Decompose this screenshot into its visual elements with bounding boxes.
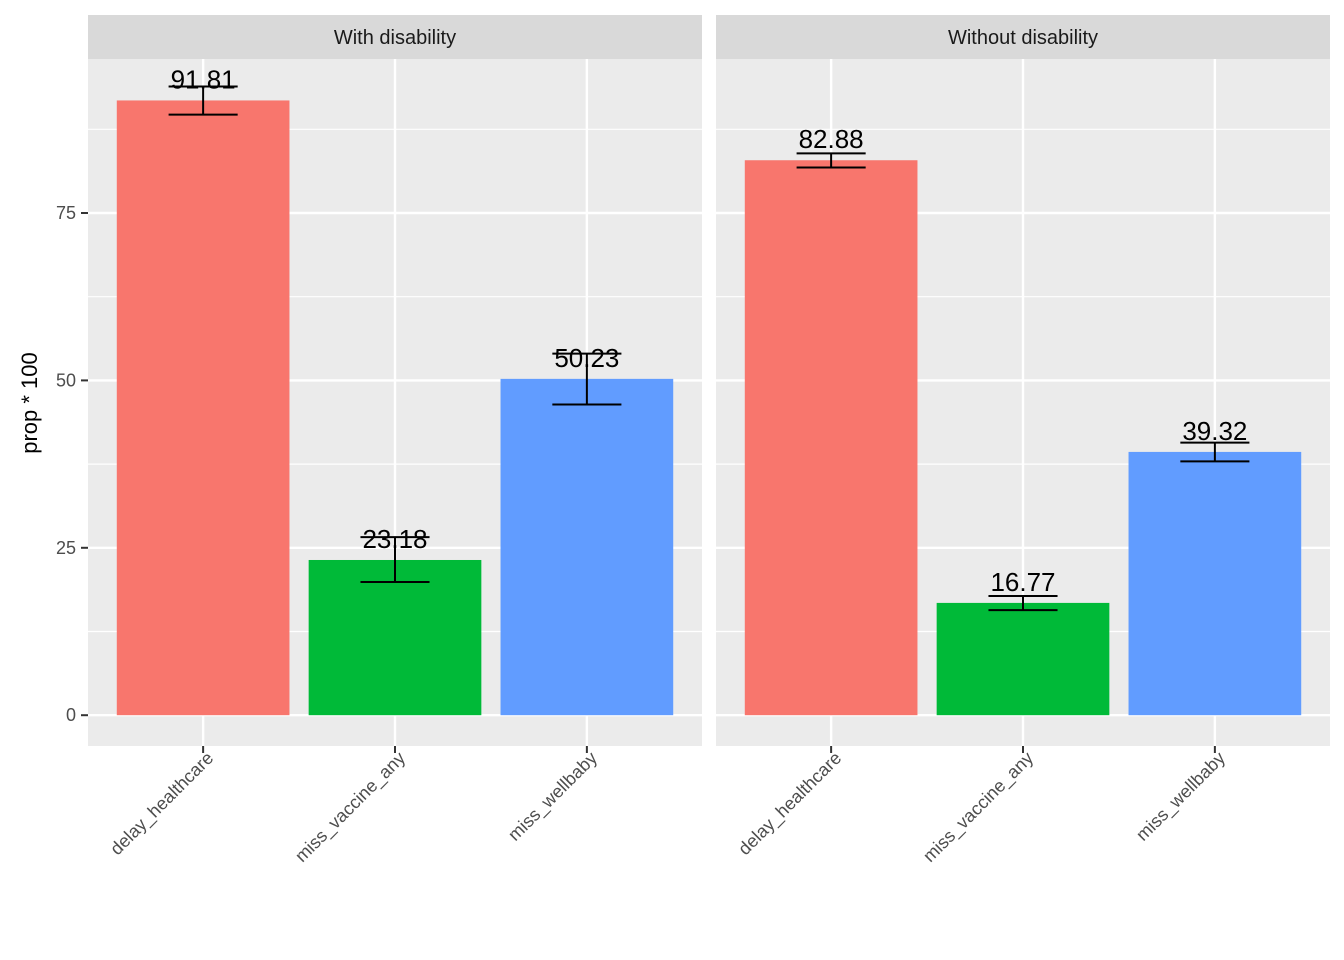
y-tick-label: 50 xyxy=(56,370,76,390)
x-tick-label: miss_wellbaby xyxy=(1132,748,1230,846)
data-label: 23.18 xyxy=(362,524,427,554)
data-label: 82.88 xyxy=(799,124,864,154)
facet-strip-label: With disability xyxy=(334,27,456,49)
x-tick-label: miss_vaccine_any xyxy=(919,748,1038,867)
bar-delay_healthcare xyxy=(116,100,290,716)
data-label: 50.23 xyxy=(554,343,619,373)
y-axis-title: prop * 100 xyxy=(17,352,42,454)
x-tick-label: miss_wellbaby xyxy=(504,748,602,846)
data-label: 16.77 xyxy=(990,567,1055,597)
bar-miss_wellbaby xyxy=(500,378,674,716)
facet-strip xyxy=(88,15,702,59)
facet-strip-label: Without disability xyxy=(948,27,1098,49)
bar-miss_wellbaby xyxy=(1128,451,1302,716)
facet-strip xyxy=(716,15,1330,59)
x-tick-label: delay_healthcare xyxy=(734,748,846,860)
bar-miss_vaccine_any xyxy=(936,602,1110,716)
data-label: 39.32 xyxy=(1182,416,1247,446)
x-tick-label: miss_vaccine_any xyxy=(291,748,410,867)
x-tick-label: delay_healthcare xyxy=(106,748,218,860)
y-tick-label: 25 xyxy=(56,538,76,558)
y-tick-label: 0 xyxy=(66,705,76,725)
data-label: 91.81 xyxy=(171,64,236,94)
y-tick-label: 75 xyxy=(56,203,76,223)
bar-delay_healthcare xyxy=(744,160,918,716)
bar-miss_vaccine_any xyxy=(308,559,482,716)
